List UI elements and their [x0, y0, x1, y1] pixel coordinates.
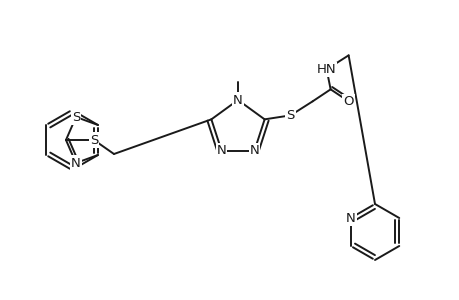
Text: N: N	[71, 157, 81, 169]
Text: N: N	[216, 144, 226, 157]
Text: HN: HN	[316, 63, 336, 76]
Text: S: S	[90, 134, 98, 146]
Text: N: N	[233, 94, 242, 106]
Text: N: N	[249, 144, 259, 157]
Text: N: N	[345, 212, 355, 224]
Text: S: S	[72, 110, 80, 124]
Text: S: S	[286, 109, 294, 122]
Text: O: O	[342, 95, 353, 108]
